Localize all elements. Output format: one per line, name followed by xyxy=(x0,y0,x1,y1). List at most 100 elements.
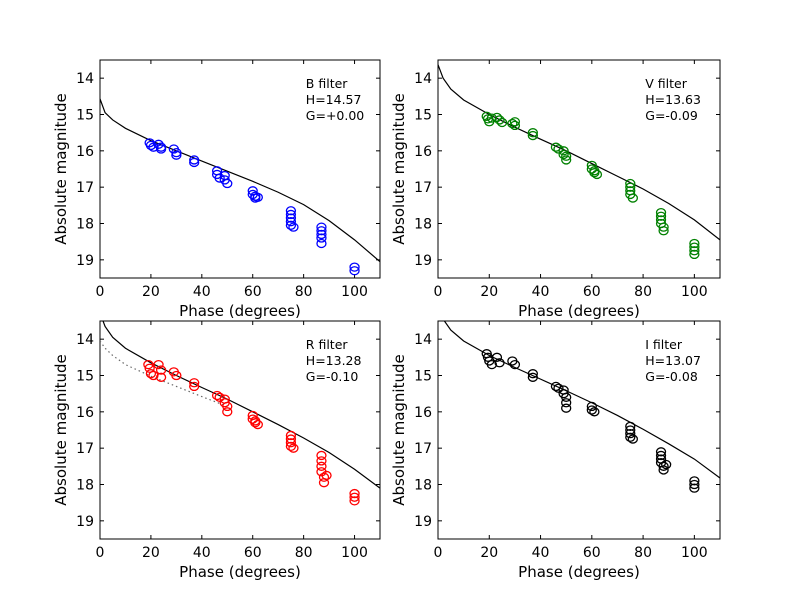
data-point xyxy=(214,392,225,402)
data-point xyxy=(509,117,521,127)
x-tick-label: 100 xyxy=(681,545,708,561)
x-axis-label: Phase (degrees) xyxy=(518,302,640,320)
data-point xyxy=(285,438,297,448)
data-point xyxy=(689,249,700,260)
data-point xyxy=(316,229,327,240)
plot-area xyxy=(100,98,380,276)
data-point xyxy=(625,432,636,442)
filter-label: B filter xyxy=(306,76,348,91)
y-tick-label: 18 xyxy=(414,217,432,233)
y-axis-label: Absolute magnitude xyxy=(390,354,408,505)
y-tick-label: 17 xyxy=(76,180,94,196)
data-point xyxy=(486,113,497,123)
data-point xyxy=(155,372,167,382)
data-point xyxy=(145,140,157,151)
y-tick-label: 17 xyxy=(414,441,432,457)
x-tick-label: 60 xyxy=(583,284,601,300)
x-tick-label: 20 xyxy=(480,284,498,300)
axes-frame xyxy=(99,320,381,540)
x-tick-label: 20 xyxy=(142,545,160,561)
data-point xyxy=(658,461,669,471)
data-point xyxy=(155,365,167,375)
axes-frame xyxy=(437,59,721,279)
y-tick-label: 18 xyxy=(76,478,94,494)
y-tick-label: 19 xyxy=(414,514,432,530)
data-point xyxy=(561,392,572,402)
g-label: G=-0.10 xyxy=(306,369,359,384)
data-point xyxy=(589,407,600,417)
axes-frame xyxy=(437,320,721,540)
y-tick-label: 18 xyxy=(76,217,94,233)
x-axis-label: Phase (degrees) xyxy=(179,563,301,581)
data-point xyxy=(507,118,518,129)
data-point xyxy=(558,149,569,160)
data-point xyxy=(153,359,164,370)
x-tick-label: 60 xyxy=(244,284,262,300)
data-point xyxy=(349,492,360,502)
x-tick-label: 80 xyxy=(295,545,313,561)
y-tick-label: 15 xyxy=(414,369,432,385)
x-tick-label: 100 xyxy=(341,284,368,300)
data-point xyxy=(509,120,521,131)
x-tick-label: 100 xyxy=(681,284,708,300)
data-point xyxy=(627,193,638,203)
data-point xyxy=(316,450,327,461)
x-tick-label: 20 xyxy=(142,284,160,300)
axes-frame xyxy=(99,59,381,279)
data-point xyxy=(689,238,700,249)
data-point xyxy=(285,220,297,230)
data-point xyxy=(625,421,636,432)
y-tick-label: 16 xyxy=(414,405,432,421)
model-curve xyxy=(100,98,380,263)
y-tick-label: 14 xyxy=(414,71,432,87)
data-point xyxy=(349,266,360,276)
model-curve xyxy=(438,64,720,241)
model-curve xyxy=(443,321,720,479)
data-point xyxy=(589,167,600,178)
data-point xyxy=(222,407,233,417)
g-label: G=-0.09 xyxy=(645,108,698,123)
data-point xyxy=(486,359,497,370)
y-tick-label: 14 xyxy=(414,332,432,348)
data-point xyxy=(250,418,261,428)
data-point xyxy=(349,488,360,499)
data-point xyxy=(316,222,327,232)
data-point xyxy=(316,456,327,466)
data-point xyxy=(494,115,505,125)
data-point xyxy=(561,151,572,161)
data-point xyxy=(285,217,297,227)
data-point xyxy=(171,147,182,158)
data-point xyxy=(527,369,539,379)
data-point xyxy=(252,419,263,430)
data-point xyxy=(155,144,167,154)
data-point xyxy=(349,262,360,272)
data-point xyxy=(561,398,572,408)
y-tick-label: 17 xyxy=(414,180,432,196)
data-point xyxy=(288,222,299,232)
data-point xyxy=(189,157,200,168)
y-axis-label: Absolute magnitude xyxy=(52,93,70,244)
x-tick-label: 80 xyxy=(295,284,313,300)
data-point xyxy=(285,434,297,444)
data-point xyxy=(189,381,200,392)
data-point xyxy=(689,483,700,493)
data-point xyxy=(658,465,669,475)
y-tick-label: 19 xyxy=(76,253,94,269)
data-point xyxy=(143,359,154,370)
data-point xyxy=(527,130,539,141)
x-tick-label: 60 xyxy=(583,545,601,561)
data-point xyxy=(625,182,636,192)
y-tick-label: 19 xyxy=(414,253,432,269)
data-point xyxy=(285,213,297,223)
data-point xyxy=(321,470,332,481)
data-point xyxy=(689,246,700,256)
data-point xyxy=(222,178,233,189)
y-tick-label: 18 xyxy=(414,478,432,494)
data-point xyxy=(527,128,539,138)
data-point xyxy=(318,472,330,482)
plot-area xyxy=(438,64,720,260)
y-tick-label: 15 xyxy=(414,108,432,124)
x-tick-label: 40 xyxy=(193,284,211,300)
data-point xyxy=(145,369,157,379)
